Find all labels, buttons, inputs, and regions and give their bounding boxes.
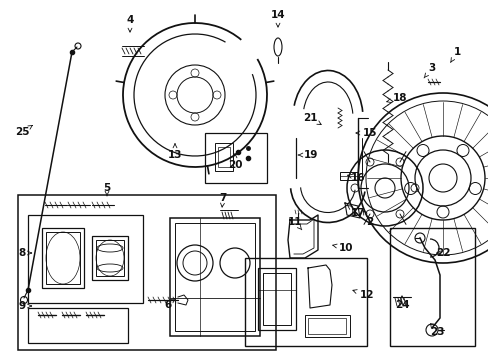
Text: 16: 16: [347, 173, 365, 183]
Text: 17: 17: [347, 206, 365, 218]
Text: 8: 8: [19, 248, 31, 258]
Bar: [244, 258, 366, 346]
Text: 24: 24: [394, 296, 408, 310]
Bar: [305, 315, 349, 337]
Text: 7: 7: [219, 193, 226, 207]
Bar: [215, 143, 232, 171]
Text: 14: 14: [270, 10, 285, 27]
Text: 11: 11: [287, 217, 302, 230]
Bar: [307, 318, 346, 334]
Text: 25: 25: [15, 125, 32, 137]
Bar: [18, 195, 275, 350]
Text: 23: 23: [429, 324, 443, 337]
Text: 12: 12: [352, 290, 373, 300]
Bar: [389, 228, 474, 346]
Bar: [92, 236, 128, 280]
Text: 3: 3: [423, 63, 435, 78]
Text: 20: 20: [227, 154, 242, 170]
Bar: [175, 223, 254, 331]
Text: 6: 6: [164, 298, 174, 310]
Text: 9: 9: [19, 301, 31, 311]
Bar: [339, 172, 357, 180]
Text: 1: 1: [450, 47, 460, 62]
Text: 10: 10: [332, 243, 352, 253]
Text: 15: 15: [355, 128, 376, 138]
Bar: [170, 218, 260, 336]
Bar: [46, 232, 80, 284]
Text: 19: 19: [298, 150, 318, 160]
Text: 5: 5: [103, 183, 110, 196]
Text: 22: 22: [435, 248, 449, 258]
Text: 13: 13: [167, 144, 182, 160]
Bar: [28, 215, 142, 303]
Text: 2: 2: [363, 211, 373, 227]
Bar: [263, 273, 290, 325]
Bar: [42, 228, 84, 288]
Text: 21: 21: [302, 113, 321, 125]
Text: 4: 4: [126, 15, 133, 32]
Bar: [218, 147, 229, 167]
Bar: [96, 240, 124, 276]
Bar: [204, 133, 266, 183]
Bar: [258, 268, 295, 330]
Bar: [28, 308, 128, 343]
Text: 18: 18: [386, 93, 407, 103]
